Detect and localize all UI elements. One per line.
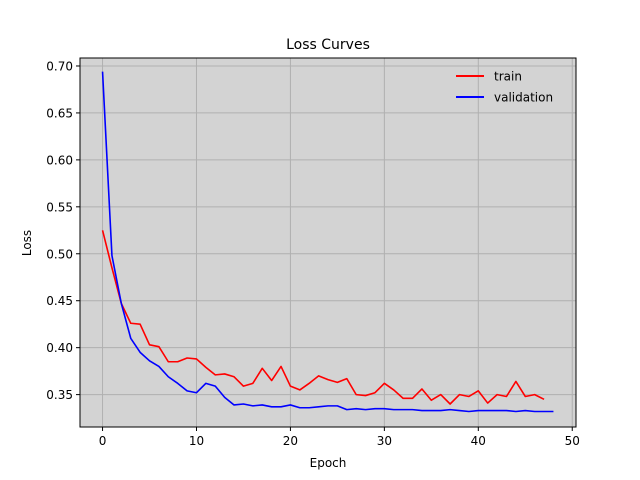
legend-label-train: train xyxy=(494,70,522,84)
x-tick-label: 50 xyxy=(565,434,580,448)
chart-title: Loss Curves xyxy=(286,37,370,53)
series-line-validation xyxy=(101,71,554,413)
series-line-train xyxy=(101,230,545,405)
y-tick-label: 0.55 xyxy=(46,200,73,214)
x-tick-label: 40 xyxy=(471,434,486,448)
x-tick-label: 0 xyxy=(99,434,107,448)
y-axis-ticks: 0.35 0.40 0.45 0.50 0.55 0.60 0.65 0.70 xyxy=(46,59,80,402)
x-tick-label: 30 xyxy=(377,434,392,448)
x-axis-label: Epoch xyxy=(310,456,347,470)
y-axis-label: Loss xyxy=(20,230,34,256)
x-tick-label: 10 xyxy=(189,434,204,448)
x-axis-ticks: 0 10 20 30 40 50 xyxy=(99,427,580,448)
y-tick-label: 0.60 xyxy=(46,153,73,167)
y-tick-label: 0.50 xyxy=(46,247,73,261)
y-tick-label: 0.35 xyxy=(46,388,73,402)
y-tick-label: 0.45 xyxy=(46,294,73,308)
legend-label-validation: validation xyxy=(494,91,553,105)
y-tick-label: 0.65 xyxy=(46,106,73,120)
y-tick-label: 0.40 xyxy=(46,341,73,355)
series-layer xyxy=(101,71,554,413)
legend: train validation xyxy=(456,70,553,105)
y-tick-label: 0.70 xyxy=(46,59,73,73)
x-tick-label: 20 xyxy=(283,434,298,448)
grid-lines xyxy=(80,58,576,427)
plot-frame xyxy=(79,57,577,428)
plot-area xyxy=(80,58,576,427)
